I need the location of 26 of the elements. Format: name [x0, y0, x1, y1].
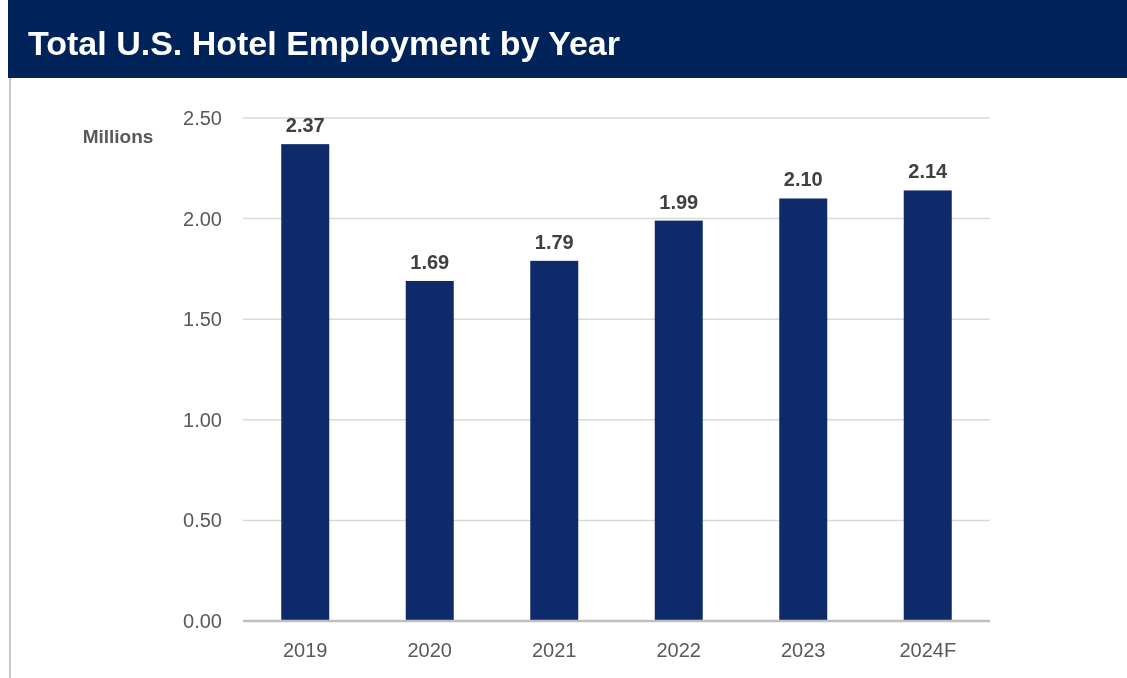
bar — [903, 190, 952, 621]
data-label: 2.10 — [783, 168, 823, 191]
bar — [654, 220, 703, 621]
data-label: 1.69 — [410, 250, 450, 273]
x-tick-label: 2021 — [532, 639, 577, 661]
bar — [405, 280, 454, 621]
y-tick-label: 2.00 — [183, 207, 222, 230]
x-tick-label: 2019 — [283, 639, 328, 661]
bar — [530, 260, 579, 621]
y-tick-label: 1.50 — [183, 308, 222, 331]
x-tick-label: 2020 — [407, 639, 452, 661]
y-tick-label: 1.00 — [183, 408, 222, 431]
chart-title: Total U.S. Hotel Employment by Year — [28, 24, 620, 62]
y-tick-label: 0.50 — [183, 509, 222, 532]
bar — [281, 144, 330, 621]
y-tick-label: 2.50 — [183, 107, 222, 129]
x-tick-label: 2022 — [656, 639, 701, 661]
data-label: 2.14 — [908, 160, 949, 183]
x-tick-label: 2023 — [781, 639, 826, 661]
data-label: 1.79 — [534, 230, 574, 253]
bar — [779, 198, 828, 621]
y-tick-label: 0.00 — [183, 610, 222, 632]
data-label: 2.37 — [285, 114, 325, 137]
y-axis-title: Millions — [82, 126, 154, 147]
data-label: 1.99 — [659, 190, 699, 213]
x-tick-label: 2024F — [899, 639, 957, 661]
